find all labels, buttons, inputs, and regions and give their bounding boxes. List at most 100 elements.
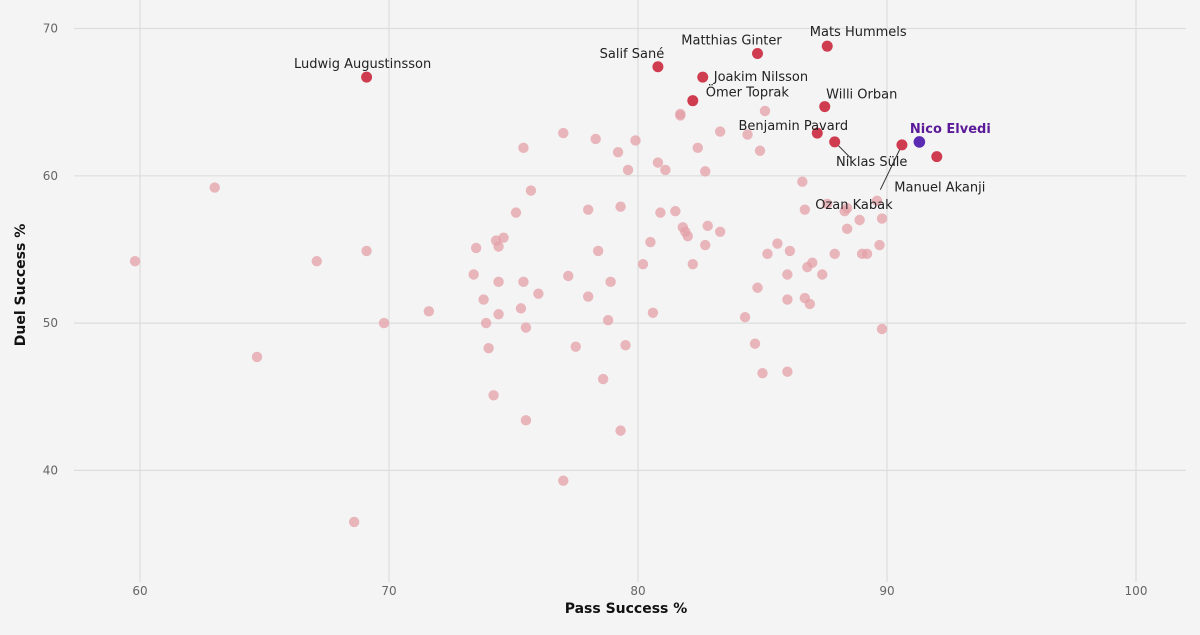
other-player-point — [752, 282, 763, 293]
other-player-point — [817, 269, 828, 280]
other-player-point — [682, 230, 693, 242]
other-player-point — [799, 204, 811, 215]
other-player-point — [782, 294, 793, 305]
x-tick-label: 90 — [879, 584, 894, 598]
other-player-point — [518, 142, 529, 154]
other-player-point — [670, 205, 681, 217]
player-label: Matthias Ginter — [681, 34, 782, 49]
other-player-point — [605, 276, 616, 288]
other-player-point — [622, 164, 634, 176]
other-player-point — [510, 207, 522, 218]
other-player-point — [782, 366, 793, 377]
other-player-point — [590, 133, 601, 145]
y-tick-label: 70 — [43, 22, 58, 36]
other-player-point — [757, 367, 768, 379]
other-player-point — [615, 201, 626, 212]
highlighted-player-point — [752, 48, 764, 60]
other-player-point — [533, 288, 544, 299]
other-player-point — [759, 105, 771, 117]
player-label: Benjamin Pavard — [738, 119, 848, 134]
other-player-point — [612, 147, 624, 158]
other-player-point — [871, 195, 883, 207]
other-player-point — [700, 239, 711, 251]
other-player-point — [784, 245, 796, 257]
other-player-point — [583, 291, 594, 302]
other-player-point — [645, 236, 656, 248]
tick-labels: 60 70 80 90 100 40 50 60 70 — [43, 22, 1148, 598]
other-player-point — [660, 164, 671, 176]
other-player-point — [478, 294, 489, 305]
other-player-point — [655, 207, 666, 218]
other-player-point — [480, 317, 492, 329]
other-player-point — [797, 176, 808, 187]
highlighted-player-point — [931, 151, 943, 163]
other-player-point — [423, 306, 435, 317]
highlighted-player-point — [687, 95, 699, 107]
other-player-point — [468, 269, 479, 280]
other-player-point — [652, 157, 664, 168]
other-player-point — [563, 270, 574, 282]
other-player-point — [620, 339, 631, 351]
other-player-point — [876, 213, 888, 224]
other-player-point — [822, 198, 833, 209]
player-label: Salif Sané — [600, 47, 665, 62]
x-axis-title: Pass Success % — [565, 601, 688, 617]
other-player-point — [592, 245, 604, 257]
grid-layer — [74, 0, 1186, 582]
other-player-point — [597, 373, 609, 385]
highlighted-player-point — [819, 101, 831, 113]
other-player-point — [483, 342, 494, 354]
other-player-point — [829, 248, 840, 260]
highlighted-player-point — [361, 71, 373, 83]
other-player-point — [525, 185, 537, 196]
other-player-point — [348, 516, 360, 528]
highlighted-player-point — [652, 61, 664, 73]
other-player-point — [251, 351, 263, 363]
other-player-point — [714, 126, 726, 137]
other-player-point — [570, 341, 581, 352]
highlighted-player-point — [697, 71, 709, 83]
other-player-point — [647, 307, 659, 318]
focus-player-point — [913, 136, 926, 148]
other-player-point — [804, 298, 816, 310]
other-player-point — [675, 110, 686, 121]
other-player-point — [782, 269, 793, 280]
other-player-point — [841, 223, 853, 235]
other-player-point — [493, 241, 504, 252]
other-player-point — [739, 312, 751, 323]
other-player-point — [470, 242, 482, 254]
other-player-point — [874, 239, 885, 251]
other-player-point — [493, 276, 504, 288]
player-label: Mats Hummels — [810, 25, 907, 40]
other-player-point — [687, 258, 698, 270]
other-player-point — [714, 226, 726, 237]
other-player-point — [129, 256, 141, 267]
x-tick-label: 60 — [132, 584, 147, 598]
other-player-point — [772, 238, 783, 249]
other-player-point — [807, 257, 818, 268]
other-player-point — [700, 166, 711, 177]
other-player-point — [520, 322, 532, 333]
other-player-point — [558, 475, 569, 486]
other-player-point — [498, 232, 509, 243]
player-label: Ludwig Augustinsson — [294, 57, 431, 72]
highlighted-player-point — [821, 40, 833, 52]
y-tick-label: 50 — [43, 316, 58, 330]
x-tick-label: 80 — [630, 584, 645, 598]
other-player-point — [637, 258, 649, 270]
y-tick-label: 40 — [43, 463, 58, 477]
other-player-point — [749, 338, 761, 349]
player-label: Manuel Akanji — [894, 181, 985, 196]
player-label: Niklas Süle — [836, 155, 907, 170]
player-label: Ozan Kabak — [815, 198, 893, 213]
highlighted-players-points — [361, 40, 943, 163]
highlighted-player-point — [829, 136, 841, 148]
x-tick-label: 70 — [381, 584, 396, 598]
other-player-point — [702, 220, 713, 232]
other-player-point — [558, 127, 569, 139]
y-tick-label: 60 — [43, 169, 58, 183]
leader-line — [879, 144, 903, 190]
player-label: Ömer Toprak — [706, 84, 790, 101]
